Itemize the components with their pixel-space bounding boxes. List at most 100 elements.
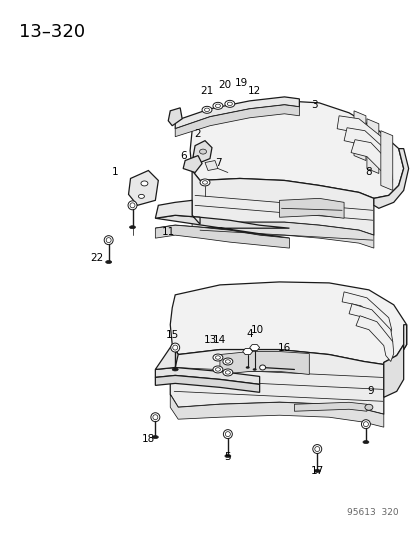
Polygon shape [249, 345, 259, 351]
Polygon shape [279, 198, 343, 218]
Ellipse shape [245, 366, 249, 369]
Text: 13: 13 [203, 335, 216, 345]
Polygon shape [383, 325, 406, 365]
Polygon shape [155, 367, 259, 384]
Polygon shape [350, 140, 392, 189]
Text: 6: 6 [179, 151, 186, 160]
Ellipse shape [223, 430, 232, 439]
Polygon shape [373, 149, 408, 208]
Polygon shape [366, 119, 378, 173]
Text: 20: 20 [218, 80, 231, 90]
Ellipse shape [138, 195, 144, 198]
Polygon shape [170, 345, 383, 414]
Text: 1: 1 [112, 167, 119, 177]
Ellipse shape [128, 201, 137, 210]
Polygon shape [183, 156, 202, 173]
Ellipse shape [312, 445, 321, 454]
Ellipse shape [130, 203, 135, 208]
Ellipse shape [224, 455, 230, 457]
Text: 7: 7 [214, 158, 221, 167]
Polygon shape [170, 394, 383, 427]
Polygon shape [383, 345, 403, 397]
Polygon shape [242, 349, 252, 354]
Text: 9: 9 [367, 386, 373, 397]
Ellipse shape [199, 149, 206, 154]
Ellipse shape [105, 261, 112, 263]
Ellipse shape [259, 365, 265, 370]
Ellipse shape [129, 225, 135, 229]
Ellipse shape [172, 345, 177, 350]
Text: 18: 18 [141, 434, 154, 444]
Polygon shape [341, 292, 391, 337]
Polygon shape [353, 111, 365, 160]
Ellipse shape [313, 470, 320, 472]
Polygon shape [155, 375, 259, 392]
Polygon shape [192, 141, 211, 163]
Text: 5: 5 [224, 452, 230, 462]
Ellipse shape [140, 181, 147, 186]
Polygon shape [155, 225, 289, 248]
Text: 16: 16 [277, 343, 290, 352]
Polygon shape [355, 316, 393, 361]
Ellipse shape [314, 447, 319, 451]
Polygon shape [192, 215, 373, 248]
Text: 2: 2 [194, 128, 201, 139]
Polygon shape [348, 304, 392, 350]
Ellipse shape [252, 368, 256, 371]
Text: 17: 17 [310, 466, 323, 476]
Polygon shape [380, 131, 392, 190]
Ellipse shape [225, 371, 230, 374]
Ellipse shape [204, 108, 209, 111]
Polygon shape [190, 101, 403, 198]
Polygon shape [128, 171, 158, 205]
Ellipse shape [363, 422, 368, 426]
Polygon shape [175, 105, 299, 136]
Polygon shape [192, 171, 373, 235]
Ellipse shape [222, 358, 232, 365]
Text: 21: 21 [200, 86, 213, 96]
Text: 15: 15 [165, 329, 178, 340]
Polygon shape [170, 282, 406, 365]
Text: 95613  320: 95613 320 [346, 508, 398, 516]
Text: 12: 12 [247, 86, 261, 96]
Ellipse shape [227, 102, 232, 106]
Ellipse shape [212, 102, 222, 109]
Ellipse shape [202, 107, 211, 114]
Ellipse shape [202, 181, 207, 184]
Text: 10: 10 [251, 325, 263, 335]
Ellipse shape [212, 366, 222, 373]
Polygon shape [336, 116, 388, 166]
Ellipse shape [212, 354, 222, 361]
Text: 8: 8 [365, 167, 371, 177]
Ellipse shape [215, 356, 220, 359]
Ellipse shape [222, 369, 232, 376]
Polygon shape [204, 160, 217, 171]
Text: 4: 4 [246, 329, 252, 338]
Polygon shape [294, 402, 366, 411]
Polygon shape [168, 108, 182, 126]
Ellipse shape [150, 413, 159, 422]
Polygon shape [155, 215, 289, 238]
Ellipse shape [104, 236, 113, 245]
Text: 3: 3 [310, 100, 317, 110]
Ellipse shape [225, 360, 230, 364]
Ellipse shape [199, 179, 209, 186]
Polygon shape [343, 128, 390, 177]
Text: 22: 22 [90, 253, 103, 263]
Ellipse shape [225, 432, 230, 437]
Polygon shape [175, 97, 299, 129]
Ellipse shape [215, 368, 220, 371]
Ellipse shape [152, 435, 158, 439]
Polygon shape [155, 200, 199, 224]
Ellipse shape [170, 343, 179, 352]
Ellipse shape [152, 415, 157, 419]
Ellipse shape [361, 419, 370, 429]
Text: 13–320: 13–320 [19, 23, 85, 41]
Polygon shape [155, 345, 178, 369]
Ellipse shape [215, 104, 220, 108]
Ellipse shape [106, 238, 111, 243]
Text: 11: 11 [161, 227, 174, 237]
Ellipse shape [172, 368, 178, 371]
Ellipse shape [364, 404, 372, 410]
Ellipse shape [362, 441, 368, 443]
